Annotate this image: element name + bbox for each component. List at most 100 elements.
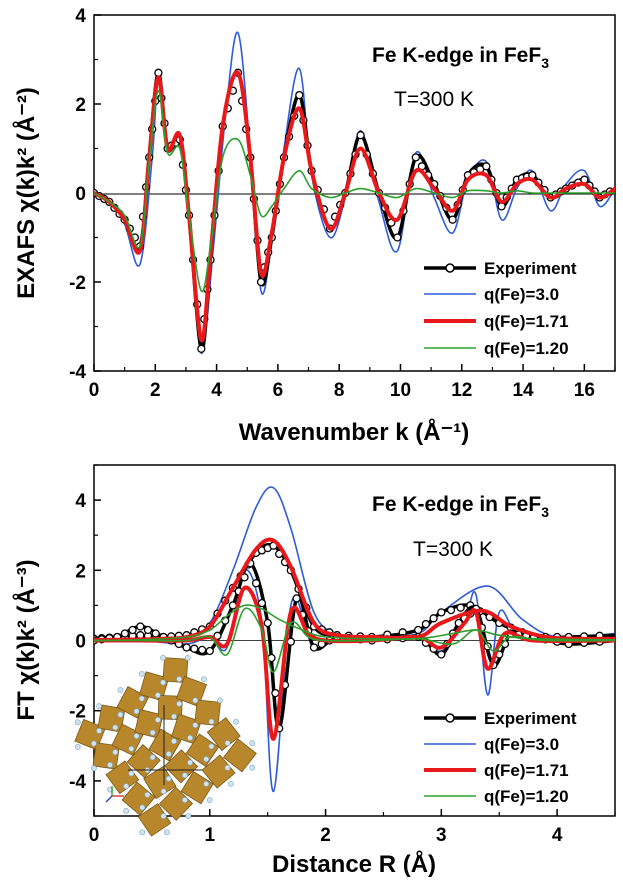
crystal-octahedron bbox=[92, 742, 120, 770]
crystal-atom bbox=[184, 654, 191, 661]
exafs-x-tick-label: 12 bbox=[451, 380, 472, 401]
ft-legend-q30: q(Fe)=3.0 bbox=[484, 735, 559, 754]
exafs-experiment-point bbox=[411, 153, 420, 162]
exafs-x-tick-label: 6 bbox=[273, 380, 284, 401]
ft-series-q120-imaginary bbox=[94, 607, 615, 673]
ft-experiment-point bbox=[292, 594, 301, 603]
ft-experiment-point bbox=[446, 605, 456, 615]
crystal-octahedron bbox=[201, 754, 236, 789]
ft-y-tick-label: 2 bbox=[75, 561, 86, 582]
ft-legend-q171: q(Fe)=1.71 bbox=[484, 761, 569, 780]
crystal-octahedron bbox=[162, 657, 189, 684]
crystal-atom bbox=[203, 780, 210, 787]
exafs-experiment-point bbox=[482, 162, 491, 171]
exafs-y-tick-label: 2 bbox=[75, 95, 86, 116]
exafs-experiment-point bbox=[393, 233, 402, 242]
exafs-legend-q171: q(Fe)=1.71 bbox=[484, 312, 569, 331]
exafs-y-tick-label: 0 bbox=[75, 184, 86, 205]
ft-experiment-point bbox=[213, 631, 222, 640]
ft-x-tick-label: 4 bbox=[552, 825, 563, 846]
crystal-atom bbox=[203, 756, 210, 763]
ft-x-tick-label: 1 bbox=[204, 825, 215, 846]
ft-experiment-point bbox=[190, 644, 199, 653]
crystal-structure-inset bbox=[74, 654, 257, 837]
crystal-atom bbox=[128, 770, 135, 777]
exafs-title-subscript: 3 bbox=[541, 55, 549, 71]
crystal-atom bbox=[96, 727, 102, 734]
ft-y-tick-label: -4 bbox=[69, 772, 86, 793]
crystal-atom bbox=[154, 717, 161, 723]
crystal-atom bbox=[107, 761, 113, 768]
crystal-atom bbox=[187, 759, 193, 766]
ft-series-q171-imaginary bbox=[94, 585, 615, 741]
ft-legend-experiment: Experiment bbox=[484, 709, 577, 728]
crystal-atom bbox=[165, 775, 172, 782]
ft-experiment-point bbox=[421, 619, 431, 629]
exafs-legend: Experiment q(Fe)=3.0 q(Fe)=1.71 q(Fe)=1.… bbox=[424, 259, 577, 358]
crystal-atom bbox=[138, 670, 145, 677]
crystal-atom bbox=[160, 813, 167, 820]
exafs-x-tick-label: 4 bbox=[211, 380, 222, 401]
ft-experiment-point bbox=[309, 643, 319, 652]
ft-ticks: 0 1 2 3 4 -4 -2 0 2 4 bbox=[69, 464, 616, 846]
crystal-atom bbox=[171, 713, 177, 720]
ft-temperature-annotation: T=300 K bbox=[413, 538, 493, 561]
ft-y-tick-label: 4 bbox=[75, 491, 86, 512]
ft-title-text: Fe K-edge in FeF bbox=[372, 493, 541, 516]
exafs-legend-q30: q(Fe)=3.0 bbox=[484, 285, 559, 304]
crystal-atom bbox=[138, 695, 145, 702]
crystal-atom bbox=[117, 711, 124, 718]
crystal-atom bbox=[181, 797, 188, 803]
ft-experiment-point bbox=[205, 646, 214, 656]
crystal-atom bbox=[206, 797, 213, 803]
ft-x-tick-label: 2 bbox=[320, 825, 331, 846]
crystal-atom bbox=[228, 780, 234, 787]
crystal-octahedron bbox=[139, 671, 170, 702]
crystal-octahedron bbox=[176, 675, 208, 707]
crystal-octahedron bbox=[164, 749, 199, 784]
exafs-legend-marker-experiment bbox=[445, 263, 455, 273]
ft-legend: Experiment q(Fe)=3.0 q(Fe)=1.71 q(Fe)=1.… bbox=[424, 709, 577, 806]
ft-series-q171-magnitude bbox=[94, 537, 615, 642]
ft-x-tick-label: 0 bbox=[89, 825, 100, 846]
ft-experiment-point bbox=[151, 629, 160, 638]
crystal-atom bbox=[224, 740, 231, 746]
ft-experiment-point bbox=[437, 650, 446, 659]
ft-legend-q120: q(Fe)=1.20 bbox=[484, 787, 569, 806]
crystal-atom bbox=[149, 754, 156, 761]
ft-experiment-point bbox=[120, 629, 130, 638]
crystal-atom bbox=[200, 676, 207, 682]
ft-experiment-point bbox=[271, 688, 280, 698]
exafs-x-tick-label: 2 bbox=[150, 380, 161, 401]
crystal-atom bbox=[149, 729, 156, 736]
crystal-atom bbox=[192, 697, 199, 704]
crystal-atom bbox=[74, 719, 81, 726]
exafs-x-tick-label: 8 bbox=[334, 380, 345, 401]
exafs-curves bbox=[94, 31, 615, 355]
exafs-y-tick-label: -2 bbox=[69, 273, 86, 294]
crystal-octahedron bbox=[185, 733, 220, 767]
crystal-atom bbox=[90, 740, 97, 747]
crystal-atom bbox=[96, 703, 102, 710]
exafs-experiment-point bbox=[256, 277, 266, 287]
exafs-experiment-point bbox=[448, 215, 457, 224]
crystal-atom bbox=[112, 749, 119, 756]
crystal-atom bbox=[208, 718, 215, 725]
exafs-y-axis-label: EXAFS χ(k)k² (Å⁻²) bbox=[12, 87, 40, 299]
crystal-atom bbox=[176, 700, 183, 707]
ft-experiment-point bbox=[257, 598, 267, 608]
ft-experiment-point bbox=[263, 618, 272, 628]
crystal-atom bbox=[128, 745, 135, 752]
ft-experiment-point bbox=[128, 625, 137, 635]
ft-curves bbox=[94, 486, 615, 793]
crystal-octahedron bbox=[134, 709, 164, 739]
crystal-atom bbox=[217, 697, 223, 704]
crystal-atom bbox=[90, 765, 97, 772]
exafs-legend-q120: q(Fe)=1.20 bbox=[484, 339, 569, 358]
crystal-atom bbox=[208, 743, 215, 750]
crystal-octahedron bbox=[97, 704, 126, 733]
ft-experiment-point bbox=[456, 603, 465, 612]
crystal-atom bbox=[139, 804, 146, 811]
ft-x-axis-label: Distance R (Å) bbox=[272, 850, 436, 878]
exafs-x-tick-label: 0 bbox=[89, 380, 100, 401]
